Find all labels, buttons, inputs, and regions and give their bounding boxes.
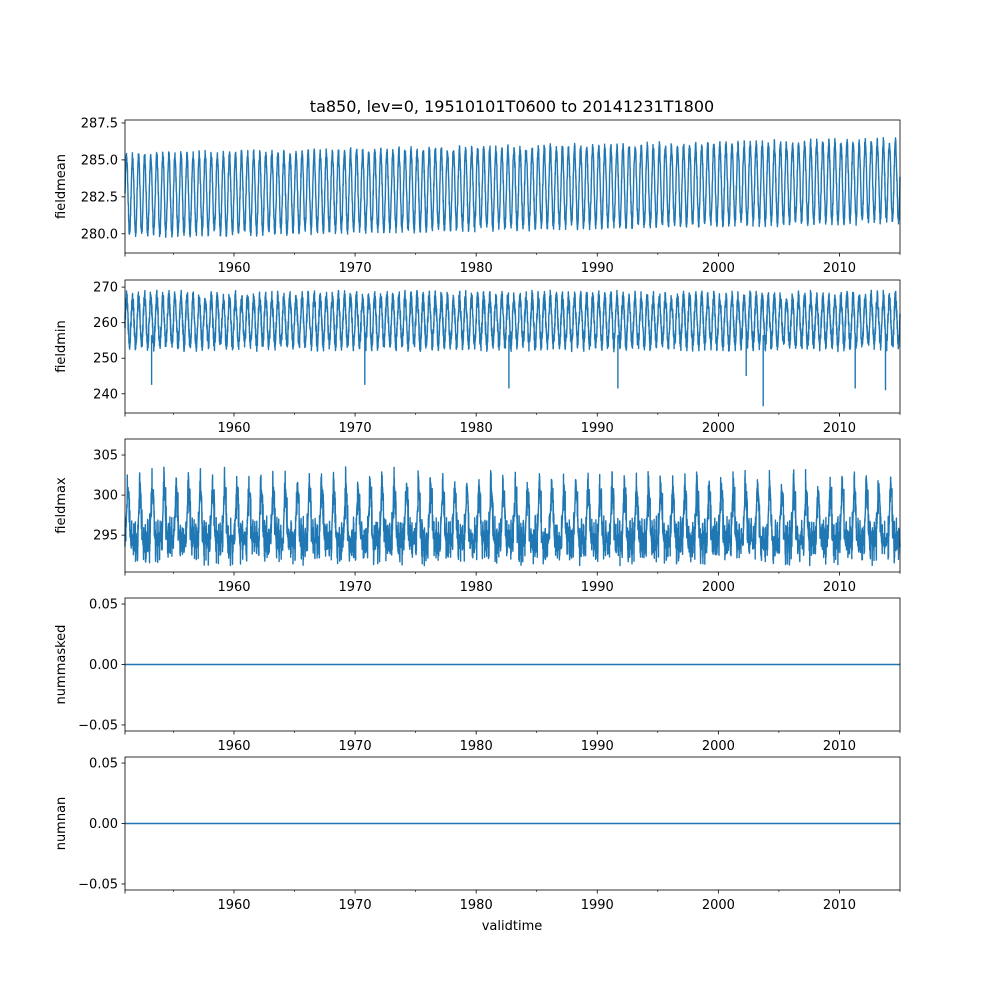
- x-tick-label: 1980: [460, 739, 493, 754]
- y-tick-label: −0.05: [78, 877, 118, 892]
- series-line-fieldmean: [124, 137, 901, 238]
- x-tick-label: 2010: [823, 261, 856, 276]
- x-tick-label: 1990: [581, 739, 614, 754]
- x-tick-label: 1990: [581, 580, 614, 595]
- x-tick-label: 1960: [217, 580, 250, 595]
- y-tick-label: 300: [93, 489, 118, 504]
- y-tick-label: 295: [93, 529, 118, 544]
- axes-frame: [124, 438, 901, 573]
- x-tick-label: 1960: [217, 421, 250, 436]
- y-tick-label: 240: [93, 387, 118, 402]
- x-tick-label: 1990: [581, 261, 614, 276]
- subplot-fieldmin: 240 250 260 270 1960 1970 1980 1990 2000 2010 fiel…: [54, 279, 901, 436]
- x-tick-label: 1980: [460, 580, 493, 595]
- x-tick-label: 1960: [217, 739, 250, 754]
- x-tick-label: 2000: [702, 898, 735, 913]
- subplot-nummasked: −0.05 0.00 0.05 1960 1970 1980 1990 2000 2010 num…: [54, 598, 901, 754]
- x-tick-label: 1980: [460, 261, 493, 276]
- y-axis-label: numnan: [54, 797, 69, 851]
- subplot-fieldmean: 280.0 282.5 285.0 287.5 1960 1970 1980 1990 2000…: [54, 116, 901, 276]
- x-tick-label: 1970: [339, 898, 372, 913]
- x-tick-label: 1970: [339, 261, 372, 276]
- y-tick-label: 285.0: [81, 153, 118, 168]
- y-tick-label: 280.0: [81, 227, 118, 242]
- x-tick-label: 1980: [460, 898, 493, 913]
- y-axis-label: fieldmean: [54, 154, 69, 219]
- y-tick-label: 0.00: [89, 658, 118, 673]
- x-tick-label: 1970: [339, 421, 372, 436]
- x-tick-label: 1990: [581, 898, 614, 913]
- x-tick-label: 1960: [217, 898, 250, 913]
- y-tick-label: 260: [93, 316, 118, 331]
- x-tick-label: 2010: [823, 421, 856, 436]
- x-tick-label: 2000: [702, 421, 735, 436]
- y-tick-label: −0.05: [78, 718, 118, 733]
- y-axis-label: nummasked: [54, 625, 69, 705]
- x-tick-label: 1970: [339, 739, 372, 754]
- y-tick-label: 0.05: [89, 598, 118, 613]
- x-tick-label: 1990: [581, 421, 614, 436]
- y-tick-label: 270: [93, 281, 118, 296]
- y-tick-label: 0.05: [89, 757, 118, 772]
- y-tick-label: 250: [93, 352, 118, 367]
- y-tick-label: 0.00: [89, 817, 118, 832]
- axes-frame: [124, 279, 901, 414]
- subplot-fieldmax: 295 300 305 1960 1970 1980 1990 2000 2010 fieldma…: [54, 438, 901, 595]
- y-axis-label: fieldmax: [54, 477, 69, 534]
- y-axis-label: fieldmin: [54, 320, 69, 373]
- y-tick-label: 305: [93, 449, 118, 464]
- x-tick-label: 2010: [823, 898, 856, 913]
- y-tick-label: 282.5: [81, 190, 118, 205]
- subplot-numnan: −0.05 0.00 0.05 1960 1970 1980 1990 2000 2010 num…: [54, 757, 901, 913]
- x-tick-label: 2000: [702, 739, 735, 754]
- axes-frame: [124, 119, 901, 254]
- x-tick-label: 2000: [702, 580, 735, 595]
- series-line-fieldmax: [124, 466, 901, 567]
- x-tick-label: 2000: [702, 261, 735, 276]
- chart-title: ta850, lev=0, 19510101T0600 to 20141231T…: [310, 97, 714, 116]
- x-tick-label: 1970: [339, 580, 372, 595]
- series-line-fieldmin: [124, 289, 901, 407]
- y-tick-label: 287.5: [81, 116, 118, 131]
- x-axis-label: validtime: [482, 919, 543, 934]
- x-tick-label: 1960: [217, 261, 250, 276]
- x-tick-label: 2010: [823, 580, 856, 595]
- x-tick-label: 1980: [460, 421, 493, 436]
- x-tick-label: 2010: [823, 739, 856, 754]
